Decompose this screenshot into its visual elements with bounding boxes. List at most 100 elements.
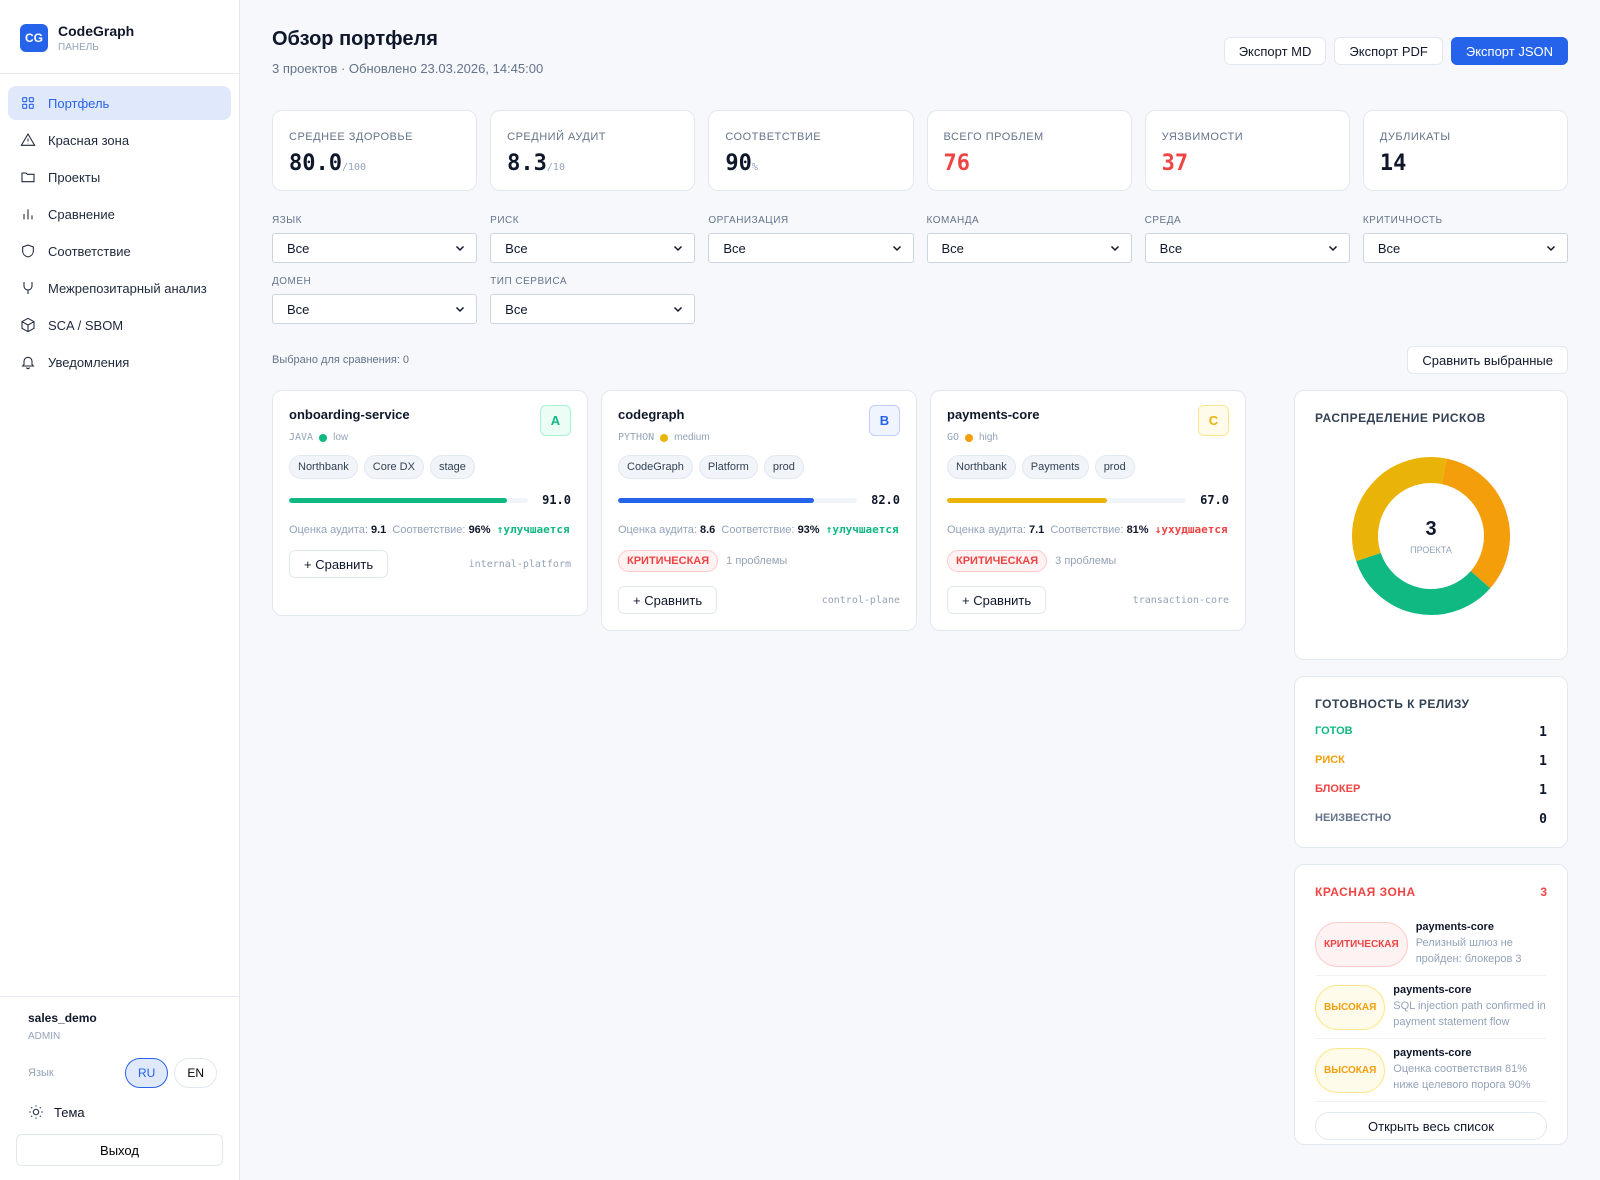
compare-button[interactable]: + Сравнить xyxy=(289,550,389,578)
filter-select[interactable]: Все xyxy=(926,233,1132,263)
red-zone-item[interactable]: ВЫСОКАЯ payments-core Оценка соответствия … xyxy=(1315,1039,1547,1102)
severity-badge: КРИТИЧЕСКАЯ xyxy=(947,550,1048,572)
compare-selected-button[interactable]: Сравнить выбранные xyxy=(1407,346,1568,374)
theme-toggle[interactable]: Тема xyxy=(28,1104,211,1120)
filter: ЯЗЫК Все xyxy=(272,215,478,263)
user-panel: sales_demo ADMIN Язык RU EN Тема Выход xyxy=(0,996,239,1180)
filter-select[interactable]: Все xyxy=(708,233,914,263)
filter: РИСК Все xyxy=(490,215,696,263)
project-name[interactable]: codegraph xyxy=(618,407,685,422)
filter: СРЕДА Все xyxy=(1144,215,1350,263)
risk-dot-icon xyxy=(660,433,669,442)
bell-icon xyxy=(21,356,35,370)
sidebar-item-label: Межрепозитарный анализ xyxy=(48,280,207,296)
compare-button[interactable]: + Сравнить xyxy=(947,586,1047,614)
sidebar-item[interactable]: Сравнение xyxy=(8,197,231,231)
filter-select[interactable]: Все xyxy=(490,233,696,263)
filter-value: Все xyxy=(1159,240,1183,256)
filter-label: КРИТИЧНОСТЬ xyxy=(1362,215,1443,226)
sidebar-item-label: Проекты xyxy=(48,169,101,185)
kpi-label: УЯЗВИМОСТИ xyxy=(1161,131,1244,143)
filter: ОРГАНИЗАЦИЯ Все xyxy=(708,215,914,263)
release-count: 1 xyxy=(1539,725,1547,740)
theme-label: Тема xyxy=(54,1104,85,1120)
project-domain: control-plane xyxy=(821,594,900,606)
filter-label: КОМАНДА xyxy=(926,215,980,226)
project-domain: transaction-core xyxy=(1132,594,1229,606)
sidebar-item[interactable]: Уведомления xyxy=(8,345,231,379)
release-count: 1 xyxy=(1539,754,1547,769)
release-label: ГОТОВ xyxy=(1315,725,1353,737)
filter-select[interactable]: Все xyxy=(272,294,478,324)
kpi-value: 8.3 xyxy=(507,151,547,176)
warning-icon xyxy=(20,132,36,146)
release-row: ГОТОВ 1 xyxy=(1315,725,1547,740)
sidebar-item[interactable]: Межрепозитарный анализ xyxy=(8,271,231,305)
filter-label: ТИП СЕРВИСА xyxy=(490,276,568,287)
kpi-row: СРЕДНЕЕ ЗДОРОВЬЕ 80.0/100 СРЕДНИЙ АУДИТ 8.3… xyxy=(272,110,1568,191)
kpi-card: ДУБЛИКАТЫ 14 xyxy=(1362,110,1568,191)
lang-ru-button[interactable]: RU xyxy=(124,1058,169,1088)
chevron-down-icon xyxy=(892,245,901,252)
tag: CodeGraph xyxy=(618,455,693,479)
severity-badge: ВЫСОКАЯ xyxy=(1315,1047,1386,1093)
kpi-label: ВСЕГО ПРОБЛЕМ xyxy=(943,131,1044,143)
user-name: sales_demo xyxy=(28,1011,97,1025)
export-md-button[interactable]: Экспорт MD xyxy=(1223,37,1327,65)
filter-label: СРЕДА xyxy=(1144,215,1182,226)
chevron-down-icon xyxy=(1328,245,1337,252)
compare-button[interactable]: + Сравнить xyxy=(618,586,718,614)
red-zone-item[interactable]: ВЫСОКАЯ payments-core SQL injection path c… xyxy=(1315,976,1547,1039)
project-card[interactable]: codegraph B PYTHON medium CodeGraph Platfo… xyxy=(601,390,917,631)
issues-count: 3 проблемы xyxy=(1055,555,1117,567)
red-zone-item[interactable]: КРИТИЧЕСКАЯ payments-core Релизный шлюз не… xyxy=(1315,913,1547,976)
filters: ЯЗЫК Все РИСК Все ОРГАНИЗАЦИЯ Все КОМАНДА Все СР… xyxy=(272,215,1568,324)
chevron-down-icon xyxy=(456,245,465,252)
grade-badge: A xyxy=(540,405,571,436)
project-name[interactable]: payments-core xyxy=(947,407,1040,422)
project-risk: high xyxy=(979,432,998,443)
logout-button[interactable]: Выход xyxy=(16,1134,223,1166)
filter-select[interactable]: Все xyxy=(1144,233,1350,263)
folder-icon xyxy=(21,172,35,183)
page-subtitle: 3 проектов · Обновлено 23.03.2026, 14:45… xyxy=(272,61,544,76)
lang-en-button[interactable]: EN xyxy=(174,1058,217,1088)
project-name[interactable]: onboarding-service xyxy=(289,407,410,422)
health-bar xyxy=(289,497,529,503)
sidebar-item[interactable]: Проекты xyxy=(8,160,231,194)
red-zone-title: КРАСНАЯ ЗОНА xyxy=(1315,885,1416,899)
project-card[interactable]: onboarding-service A JAVA low Northbank Co… xyxy=(272,390,588,616)
git-merge-icon xyxy=(23,282,33,294)
severity-badge: КРИТИЧЕСКАЯ xyxy=(618,550,719,572)
tag: prod xyxy=(1094,455,1135,479)
filter-select[interactable]: Все xyxy=(490,294,696,324)
filter-select[interactable]: Все xyxy=(1362,233,1568,263)
page-title: Обзор портфеля xyxy=(272,28,438,50)
sidebar-nav: Портфель Красная зона Проекты Сравнение Соот… xyxy=(0,74,239,996)
sidebar-item-label: Уведомления xyxy=(48,354,130,370)
kpi-card: СРЕДНИЙ АУДИТ 8.3/10 xyxy=(490,110,696,191)
filter-select[interactable]: Все xyxy=(272,233,478,263)
kpi-card: СООТВЕТСТВИЕ 90% xyxy=(708,110,914,191)
tag: Platform xyxy=(698,455,758,479)
tag: prod xyxy=(763,455,804,479)
sidebar: CG CodeGraph ПАНЕЛЬ Портфель Красная зона… xyxy=(0,0,240,1180)
open-all-button[interactable]: Открыть весь список xyxy=(1315,1112,1547,1140)
filter: ТИП СЕРВИСА Все xyxy=(490,276,696,324)
sidebar-item[interactable]: SCA / SBOM xyxy=(8,308,231,342)
sidebar-item-label: Портфель xyxy=(48,95,110,111)
audit-value: 7.1 xyxy=(1029,524,1045,536)
sidebar-item-label: SCA / SBOM xyxy=(48,317,124,333)
kpi-card: ВСЕГО ПРОБЛЕМ 76 xyxy=(926,110,1132,191)
shield-icon xyxy=(22,244,34,258)
language-label: Язык xyxy=(28,1067,54,1079)
export-json-button[interactable]: Экспорт JSON xyxy=(1450,37,1568,65)
filter: КОМАНДА Все xyxy=(926,215,1132,263)
project-card[interactable]: payments-core C GO high Northbank Payments… xyxy=(930,390,1246,631)
export-pdf-button[interactable]: Экспорт PDF xyxy=(1334,37,1443,65)
release-row: РИСК 1 xyxy=(1315,754,1547,769)
brand: CG CodeGraph ПАНЕЛЬ xyxy=(0,0,239,74)
sidebar-item[interactable]: Портфель xyxy=(8,86,231,120)
sidebar-item[interactable]: Красная зона xyxy=(8,123,231,157)
sidebar-item[interactable]: Соответствие xyxy=(8,234,231,268)
